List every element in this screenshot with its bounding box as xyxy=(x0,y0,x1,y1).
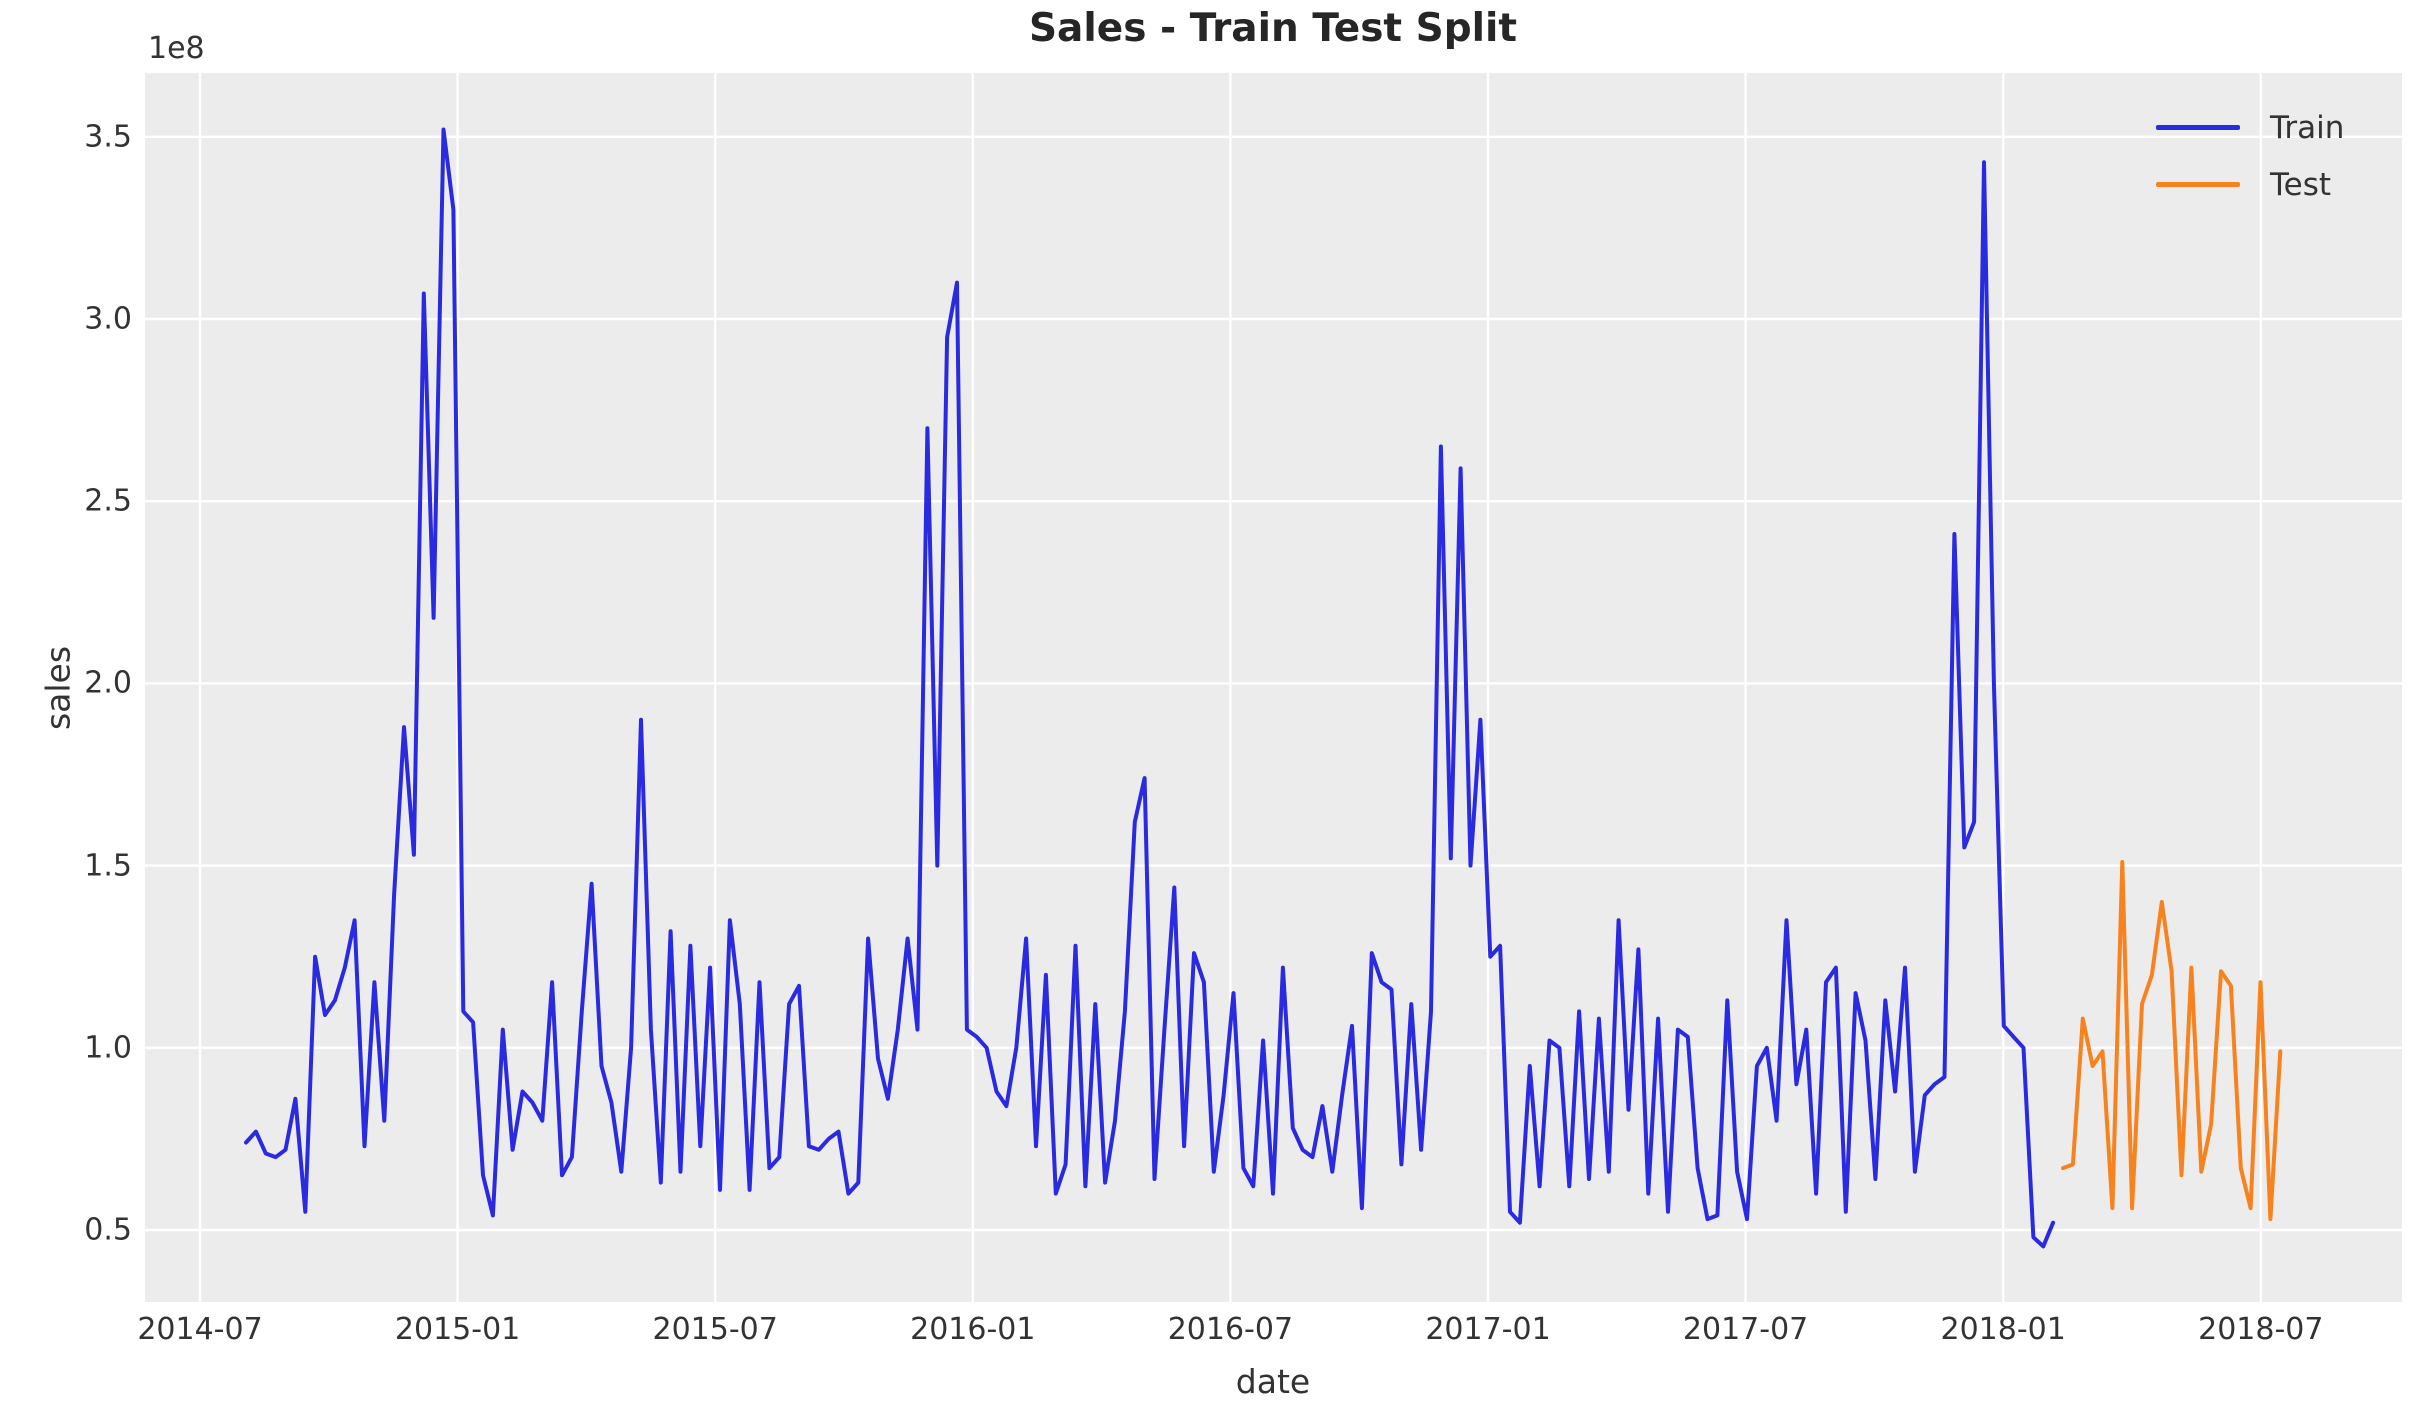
x-axis-label: date xyxy=(1235,1362,1311,1401)
y-tick-label: 2.5 xyxy=(84,483,132,519)
test-series-line xyxy=(2061,860,2283,1222)
train-line-swatch xyxy=(2156,125,2240,130)
x-tick-label: 2015-01 xyxy=(394,1312,521,1347)
legend-label-train: Train xyxy=(2270,109,2345,146)
x-tick-label: 2016-01 xyxy=(910,1312,1036,1347)
x-tick-label: 2017-07 xyxy=(1682,1312,1809,1347)
chart-title: Sales - Train Test Split xyxy=(1028,6,1518,51)
x-tick-label: 2016-07 xyxy=(1167,1312,1294,1347)
train-series-line xyxy=(244,127,2056,1249)
x-tick-label: 2014-07 xyxy=(137,1312,263,1347)
y-tick-label: 2.0 xyxy=(84,665,132,701)
x-tick-label: 2015-07 xyxy=(652,1312,778,1347)
legend-label-test: Test xyxy=(2270,166,2332,203)
y-tick-label: 0.5 xyxy=(84,1212,132,1248)
test-line-swatch xyxy=(2156,182,2240,187)
x-tick-label: 2018-07 xyxy=(2198,1312,2324,1347)
y-tick-label: 1.5 xyxy=(84,848,132,884)
y-tick-label: 3.0 xyxy=(84,301,132,337)
legend-item-test: Test xyxy=(2156,156,2344,213)
legend-item-train: Train xyxy=(2156,99,2344,156)
x-tick-label: 2018-01 xyxy=(1940,1312,2066,1347)
legend: Train Test xyxy=(2156,99,2344,213)
y-tick-label: 3.5 xyxy=(84,119,132,155)
y-tick-label: 1.0 xyxy=(84,1030,132,1066)
plot-area xyxy=(145,73,2402,1302)
y-axis-offset-label: 1e8 xyxy=(148,31,205,66)
x-tick-label: 2017-01 xyxy=(1425,1312,1551,1347)
